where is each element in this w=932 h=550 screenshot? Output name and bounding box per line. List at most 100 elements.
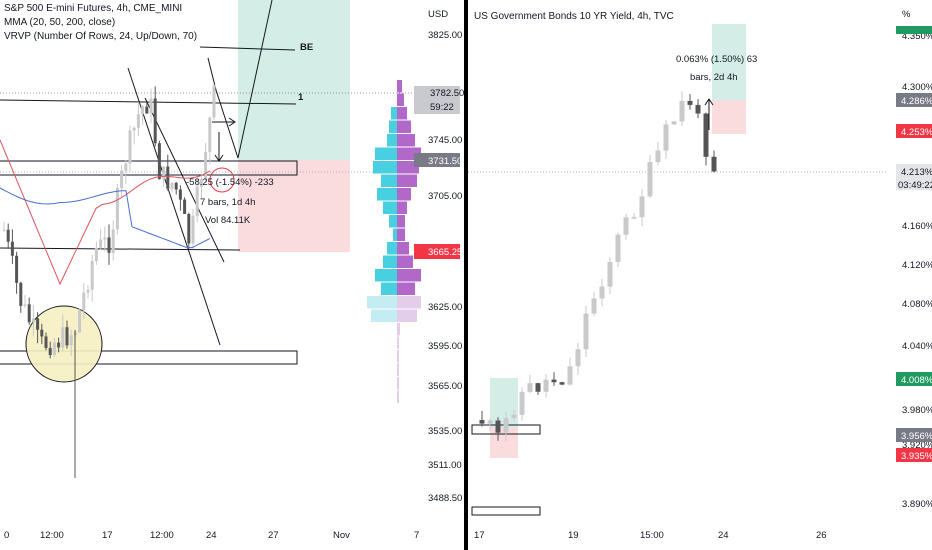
- last-price-badge: [414, 86, 460, 114]
- candle-body: [607, 262, 613, 287]
- candle-body: [527, 383, 533, 392]
- right-y-tick-label: 4.080%: [902, 299, 932, 310]
- volume-profile-down-bar: [397, 296, 421, 309]
- candle-body: [655, 150, 661, 163]
- measure-price-label: -58.25 (-1.54%) -233: [186, 177, 274, 188]
- measure-bars-label: 7 bars, 1d 4h: [200, 197, 255, 208]
- candle-body: [128, 130, 132, 164]
- candle-body: [583, 313, 589, 350]
- be-label: BE: [300, 42, 313, 53]
- candle-body: [61, 327, 65, 348]
- measure-circle: [209, 167, 235, 193]
- candle-body: [495, 420, 501, 433]
- volume-profile-down-bar: [397, 242, 409, 255]
- volume-profile-up-bar: [383, 255, 397, 268]
- red-price-label: 4.253%: [901, 127, 932, 138]
- right-chart-panel[interactable]: 0.063% (1.50%) 63 bars, 2d 4h% 4.350% 4.300…: [468, 0, 932, 550]
- candle-body: [591, 298, 597, 314]
- range-line: [0, 247, 241, 251]
- arrow-right-head: [228, 117, 236, 127]
- candle-body: [639, 196, 645, 218]
- vrvp-indicator-legend[interactable]: VRVP (Number Of Rows, 24, Up/Down, 70): [4, 31, 198, 42]
- candle-body: [86, 289, 90, 293]
- candle-body: [663, 124, 669, 151]
- right-x-tick-label: 26: [816, 530, 827, 541]
- candle-body: [671, 121, 677, 125]
- candle-body: [647, 162, 653, 197]
- left-chart-title[interactable]: S&P 500 E-mini Futures, 4h, CME_MINI: [4, 3, 183, 14]
- candle-body: [695, 104, 701, 114]
- volume-profile-down-bar: [397, 377, 399, 390]
- candle-body: [711, 156, 717, 172]
- panel-divider[interactable]: [464, 0, 468, 550]
- candle-body: [487, 420, 493, 424]
- volume-profile-down-bar: [397, 161, 419, 174]
- right-y-tick-label: 4.160%: [902, 221, 932, 232]
- volume-profile-up-bar: [381, 282, 397, 295]
- candle-body: [187, 213, 191, 244]
- last-price-label: 3782.50: [430, 88, 464, 99]
- left-x-tick-label: Nov: [333, 530, 350, 541]
- left-y-tick-label: 3705.00: [428, 191, 462, 202]
- candle-body: [19, 282, 23, 306]
- volume-profile-down-bar: [397, 188, 411, 201]
- right-y-tick-label: 4.120%: [902, 260, 932, 271]
- level-price-label: 3731.50: [428, 156, 462, 167]
- right-y-tick-label: 4.350%: [902, 31, 932, 42]
- mma-blue-line: [0, 187, 211, 249]
- candle-body: [36, 318, 40, 330]
- red2-price-badge: [896, 448, 932, 462]
- candle-body: [115, 188, 119, 230]
- left-chart-canvas[interactable]: -58.25 (-1.54%) -233 7 bars, 1d 4h Vol 84.…: [0, 0, 464, 550]
- right-chart-canvas[interactable]: 0.063% (1.50%) 63 bars, 2d 4h% 4.350% 4.300…: [468, 0, 932, 550]
- candle-body: [27, 304, 31, 323]
- candle-body: [703, 113, 709, 157]
- projection-down-line: [207, 57, 239, 159]
- top-price-badge: [896, 26, 932, 34]
- mma-red-line: [0, 139, 211, 286]
- red-price-badge: [414, 244, 460, 259]
- resistance-box: [0, 160, 298, 176]
- candle-body: [44, 336, 48, 348]
- volume-profile-down-bar: [397, 350, 399, 363]
- candle-body: [149, 98, 153, 114]
- left-chart-panel[interactable]: -58.25 (-1.54%) -233 7 bars, 1d 4h Vol 84.…: [0, 0, 464, 550]
- target-zone-green: [712, 24, 746, 100]
- target-zone-green: [238, 0, 350, 160]
- right-y-tick-label: 3.980%: [902, 405, 932, 416]
- countdown-label: 59:22: [430, 102, 454, 113]
- candle-body: [162, 166, 166, 180]
- mma-indicator-legend[interactable]: MMA (20, 50, 200, close): [4, 17, 116, 28]
- measure-bars-label: bars, 2d 4h: [690, 72, 738, 83]
- volume-profile-up-bar: [387, 134, 397, 147]
- left-y-tick-label: 3535.00: [428, 426, 462, 437]
- candle-body: [503, 418, 509, 433]
- volume-profile-down-bar: [397, 93, 404, 106]
- candle-body: [48, 347, 52, 356]
- last-price-badge: [896, 164, 932, 190]
- candle-body: [6, 229, 10, 242]
- left-y-tick-label: 3825.00: [428, 30, 462, 41]
- right-chart-title[interactable]: US Government Bonds 10 YR Yield, 4h, TVC: [474, 11, 674, 22]
- right-y-tick-label: 3.890%: [902, 499, 932, 510]
- volume-profile-up-bar: [377, 188, 397, 201]
- volume-profile-down-bar: [397, 228, 405, 241]
- candle-body: [519, 391, 525, 415]
- candle-body: [69, 335, 73, 346]
- volume-profile-down-bar: [397, 309, 417, 322]
- candle-body: [204, 152, 208, 180]
- candle-body: [107, 237, 111, 253]
- left-x-tick-label: 17: [102, 530, 113, 541]
- right-x-tick-label: 19: [568, 530, 579, 541]
- candle-body: [178, 189, 182, 200]
- candle-body: [78, 310, 82, 333]
- level-price-badge: [414, 153, 460, 167]
- candle-body: [124, 163, 128, 171]
- target-one-label: 1: [298, 92, 304, 103]
- measure-arrow-head: [704, 98, 714, 106]
- candle-body: [136, 114, 140, 128]
- volume-profile-down-bar: [397, 201, 407, 214]
- right-x-tick-label: 24: [718, 530, 729, 541]
- volume-profile-down-bar: [397, 269, 421, 282]
- volume-profile-down-bar: [397, 120, 411, 133]
